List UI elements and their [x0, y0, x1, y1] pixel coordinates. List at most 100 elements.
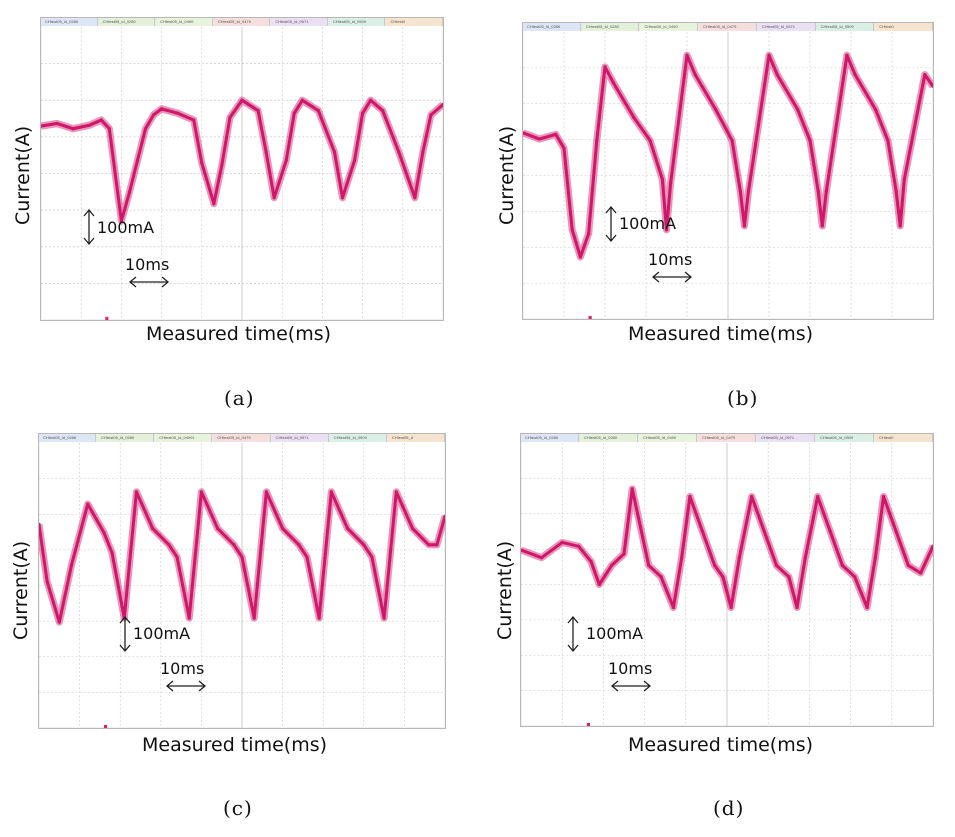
trace-tab[interactable]: CHtest0 [386, 18, 443, 26]
trace-tab[interactable]: CHtest05_ld_0479 [698, 434, 756, 442]
data-point [931, 544, 933, 548]
data-point [55, 121, 59, 126]
x-axis-label-b: Measured time(ms) [628, 323, 814, 345]
data-point [586, 232, 591, 236]
trace-tab[interactable]: CHtest05_ld_0280 [581, 23, 640, 31]
data-point [280, 526, 285, 531]
trace-tab[interactable]: CHtest05_ld_0286 [41, 18, 98, 26]
trace-tab[interactable]: CHtest05_ld_0509 [329, 434, 387, 442]
trace-tab[interactable]: CHtest0 [875, 23, 933, 31]
data-point [135, 158, 140, 163]
data-point [252, 616, 256, 620]
data-point [730, 138, 734, 143]
scope-screen-b: CHtest05_ld_0286 CHtest05_ld_0280 CHtest05… [522, 22, 934, 320]
trace-tab[interactable]: CHtest05_ld_0479 [213, 18, 271, 26]
data-point [554, 132, 558, 137]
data-point [332, 150, 337, 154]
data-point [570, 228, 574, 232]
data-point [746, 189, 751, 193]
trace-tab[interactable]: CHtest05_ld_0280 [580, 434, 638, 442]
data-point [700, 529, 704, 533]
trace-tab[interactable]: CHtest05_ld_0286 [523, 23, 581, 31]
trace-tab[interactable]: CHtest05_ld_0509 [328, 18, 386, 26]
data-point [232, 543, 236, 547]
time-scale-label-c: 10ms [160, 659, 205, 678]
trace-tabs-d: CHtest05_ld_0286 CHtest05_ld_0280 CHtest05… [521, 434, 933, 442]
y-axis-label-b: Current(A) [496, 125, 518, 225]
data-point [340, 195, 345, 200]
plot-area-c [39, 443, 445, 728]
current-scale-label-d: 100mA [586, 624, 644, 643]
trace-tab[interactable]: CHtest05_ld_0490 [156, 18, 213, 26]
trigger-marker [588, 315, 592, 319]
data-point [787, 575, 791, 579]
trace-tab[interactable]: CHtest05_ld_0571 [757, 23, 816, 31]
data-point [264, 490, 268, 494]
scope-screen-d: CHtest05_ld_0286 CHtest05_ld_0280 CHtest05… [520, 433, 934, 727]
current-scale-arrow-d [567, 615, 579, 653]
trace-tab[interactable]: CHtest05_ld_0509 [816, 434, 874, 442]
waveform-svg-c [39, 443, 445, 728]
trace-tab[interactable]: CHtest05_ld_0490 [639, 434, 697, 442]
data-point [680, 556, 684, 560]
data-point [143, 127, 148, 131]
data-point [71, 127, 75, 131]
data-point [523, 131, 525, 135]
data-point [216, 526, 220, 531]
trace-tab[interactable]: CHtest05_ld_0490 [640, 23, 699, 31]
trace-tab[interactable]: CHtest05_ld_04091 [155, 434, 213, 442]
scope-screen-c: CHtest05_ld_0286 CHtest05_ld_0280 CHtest05… [38, 433, 446, 729]
trace-tab[interactable]: CHtest05_d [387, 434, 445, 442]
time-scale-label-b: 10ms [648, 250, 693, 269]
data-point [622, 552, 626, 556]
data-point [397, 150, 401, 154]
data-point [176, 111, 180, 115]
data-point [284, 158, 288, 163]
data-point [360, 111, 365, 115]
data-point [808, 138, 812, 143]
time-scale-arrow-b [651, 271, 693, 283]
trace-tab[interactable]: CHtest05_ld_0280 [97, 434, 155, 442]
trace-tab[interactable]: CHtest05_ld_0280 [98, 18, 156, 26]
trace-tab[interactable]: CHtest05_ld_0571 [271, 434, 329, 442]
data-point [750, 494, 754, 499]
data-point [443, 514, 445, 518]
data-point [187, 616, 191, 620]
data-point [240, 98, 244, 102]
trace-tab[interactable]: CHtest05_ld_0509 [816, 23, 875, 31]
data-point [873, 556, 877, 560]
data-point [931, 84, 933, 88]
data-point [69, 563, 74, 567]
scope-screen-a: CHtest05_ld_0286 CHtest05_ld_0280 CHtest05… [40, 17, 444, 321]
data-point [577, 544, 581, 548]
data-point [659, 575, 663, 579]
data-point [648, 138, 652, 143]
data-point [767, 53, 771, 57]
data-point [256, 108, 260, 113]
trigger-marker [103, 724, 108, 728]
trace-tab[interactable]: CHtest05_ld_0479 [699, 23, 757, 31]
trace-tab[interactable]: CHtest05_ld_0286 [39, 434, 97, 442]
trace-tab[interactable]: CHtest0 [875, 434, 933, 442]
trace-tab[interactable]: CHtest05_ld_0571 [757, 434, 815, 442]
data-point [39, 522, 41, 527]
data-point [199, 490, 204, 494]
trace-tab[interactable]: CHtest05_ld_0479 [213, 434, 271, 442]
data-point [410, 526, 415, 531]
data-point [721, 575, 725, 579]
x-axis-label-d: Measured time(ms) [628, 734, 814, 756]
data-point [737, 556, 742, 560]
trace-tab[interactable]: CHtest05_ld_0571 [271, 18, 328, 26]
data-point [134, 490, 139, 494]
data-point [712, 563, 717, 567]
data-point [539, 556, 544, 560]
x-axis-label-c: Measured time(ms) [142, 734, 328, 756]
data-point [317, 616, 321, 620]
data-point [119, 219, 124, 223]
data-point [902, 177, 906, 182]
data-point [167, 543, 171, 547]
data-point [329, 490, 333, 494]
trace-tab[interactable]: CHtest05_ld_0286 [521, 434, 579, 442]
current-trace [523, 53, 933, 259]
data-point [660, 177, 665, 182]
